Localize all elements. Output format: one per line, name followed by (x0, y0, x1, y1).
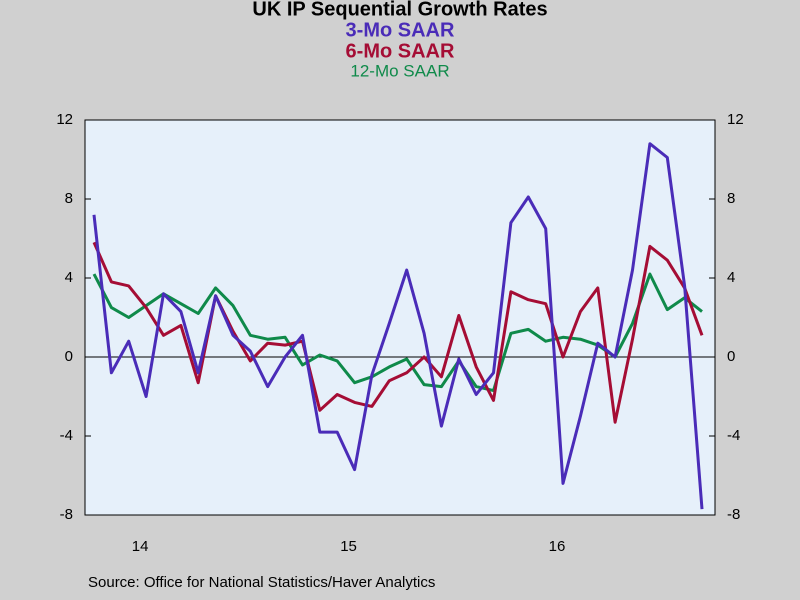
y2-tick-label: -4 (727, 427, 740, 444)
y-tick-label: 0 (65, 348, 73, 365)
y2-tick-label: 4 (727, 269, 735, 286)
y-tick-label: 8 (65, 190, 73, 207)
legend-entry: 12-Mo SAAR (350, 61, 449, 80)
y2-tick-label: 8 (727, 190, 735, 207)
x-tick-label: 16 (549, 538, 566, 555)
series-line (92, 241, 704, 424)
series-line (92, 142, 704, 510)
source: Source: Office for National Statistics/H… (88, 574, 435, 591)
chart-title: UK IP Sequential Growth Rates (252, 0, 547, 20)
x-tick-label: 15 (340, 538, 357, 555)
plot-area (84, 119, 716, 516)
y-tick-label: -8 (60, 506, 73, 523)
y2-tick-label: 0 (727, 348, 735, 365)
y-tick-label: 12 (56, 111, 73, 128)
y2-tick-label: 12 (727, 111, 744, 128)
y-tick-label: -4 (60, 427, 73, 444)
y2-tick-label: -8 (727, 506, 740, 523)
legend-entry: 6-Mo SAAR (346, 40, 455, 62)
x-tick-label: 14 (132, 538, 149, 555)
y-tick-label: 4 (65, 269, 73, 286)
legend-entry: 3-Mo SAAR (346, 19, 455, 41)
